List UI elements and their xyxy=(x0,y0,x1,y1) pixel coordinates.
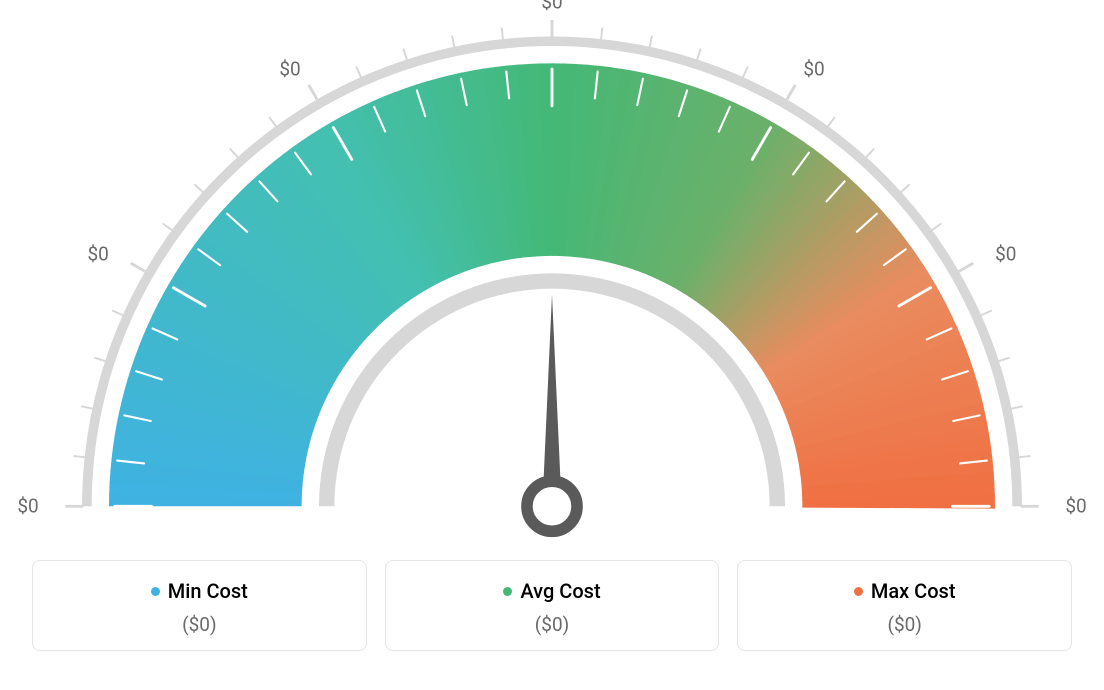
gauge-tick-label: $0 xyxy=(803,58,824,81)
legend-label-min: Min Cost xyxy=(168,579,248,603)
gauge-tick-label: $0 xyxy=(17,495,38,518)
gauge-tick-label: $0 xyxy=(1065,495,1086,518)
gauge-chart-container: $0 $0 $0 $0 $0 $0 $0 Min Cost ($0) Avg Cost ($… xyxy=(0,0,1104,690)
legend-card-max: Max Cost ($0) xyxy=(737,560,1072,651)
gauge-svg-wrap: $0$0$0$0$0$0$0 xyxy=(32,20,1072,540)
legend-title-max: Max Cost xyxy=(854,579,956,603)
legend-card-avg: Avg Cost ($0) xyxy=(385,560,720,651)
legend-title-min: Min Cost xyxy=(151,579,248,603)
gauge-svg xyxy=(32,20,1072,540)
legend-value-max: ($0) xyxy=(750,613,1059,636)
legend-value-min: ($0) xyxy=(45,613,354,636)
legend-dot-min xyxy=(151,587,160,596)
legend-dot-max xyxy=(854,587,863,596)
legend-label-max: Max Cost xyxy=(871,579,956,603)
gauge-tick-label: $0 xyxy=(995,243,1016,266)
legend-row: Min Cost ($0) Avg Cost ($0) Max Cost ($0… xyxy=(32,560,1072,651)
gauge-tick-label: $0 xyxy=(541,0,562,13)
gauge-tick-label: $0 xyxy=(279,58,300,81)
legend-value-avg: ($0) xyxy=(398,613,707,636)
legend-card-min: Min Cost ($0) xyxy=(32,560,367,651)
legend-title-avg: Avg Cost xyxy=(503,579,600,603)
legend-label-avg: Avg Cost xyxy=(520,579,600,603)
legend-dot-avg xyxy=(503,587,512,596)
gauge-tick-label: $0 xyxy=(88,243,109,266)
